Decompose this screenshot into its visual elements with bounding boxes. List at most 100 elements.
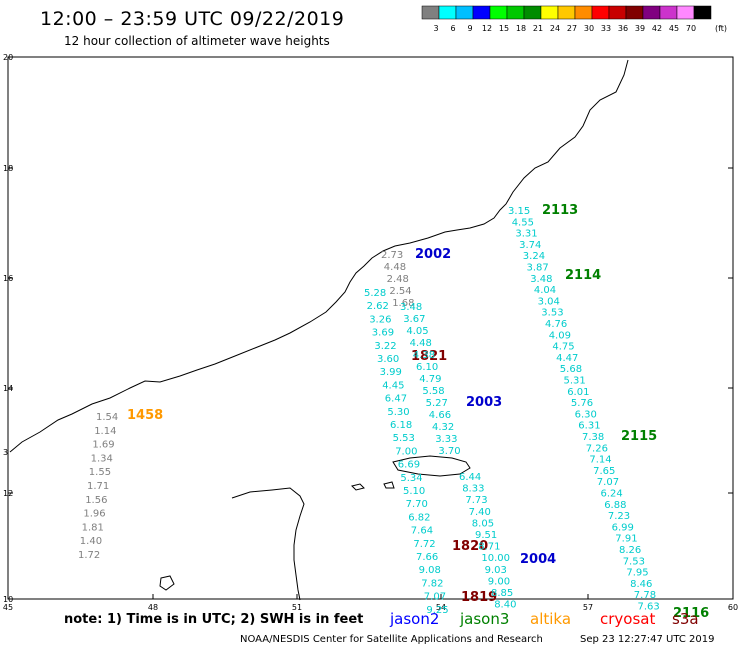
chart-title: 12:00 – 23:59 UTC 09/22/2019 [40,8,345,30]
wave-height-2004: 8.33 [462,484,484,495]
colorbar-tick-label: 27 [567,24,577,33]
wave-height-2113: 6.24 [601,489,623,500]
wave-height-2002b: 7.07 [424,592,446,603]
colorbar-tick-label: 45 [669,24,679,33]
legend-item-altika: altika [530,610,572,628]
wave-height-2004: 8.71 [478,542,500,553]
wave-height-2002b: 7.70 [406,499,428,510]
wave-height-2004: 8.40 [494,600,516,611]
wave-height-2113: 4.47 [556,353,578,364]
pass-label: 1458 [127,408,163,423]
wave-height-2002b: 3.99 [380,367,402,378]
colorbar-tick-label: 70 [686,24,696,33]
colorbar: 3 6 9 12 15 18 21 24 27 30 33 36 39 42 45 70 (ft) [421,5,727,33]
wave-height-2113: 7.07 [597,477,619,488]
legend-item-jason2: jason2 [390,610,440,628]
wave-height-1821: 6.10 [416,362,438,373]
wave-height-2113: 5.76 [571,398,593,409]
wave-height-2113: 7.14 [589,455,611,466]
wave-height-2002b: 6.69 [398,460,420,471]
colorbar-swatch [693,5,712,20]
wave-height-2004: 9.03 [485,565,507,576]
pass-label: 1820 [452,539,488,554]
wave-height-2002a: 4.48 [384,262,406,273]
wave-height-1821: 5.27 [426,398,448,409]
wave-height-2113: 3.87 [527,263,549,274]
wave-height-1821: 4.05 [406,326,428,337]
legend-item-jason3: jason3 [460,610,510,628]
pass-label: 1821 [411,349,447,364]
pass-label: 2114 [565,268,601,283]
wave-height-1821: 4.48 [410,338,432,349]
wave-height-2113: 7.65 [593,466,615,477]
wave-height-2004: 9.51 [475,530,497,541]
wave-height-1458: 1.55 [89,467,111,478]
wave-height-2002a: 2.73 [381,250,403,261]
wave-height-2002b: 7.72 [413,539,435,550]
colorbar-tick-label: 21 [533,24,543,33]
colorbar-tick-label: 30 [584,24,594,33]
legend-item-s3a: s3a [672,610,699,628]
wave-height-2113: 7.23 [608,511,630,522]
island-small-2 [383,481,395,489]
island-small-3 [159,575,175,591]
wave-height-2113: 5.31 [564,376,586,387]
colorbar-tick-label: 39 [635,24,645,33]
wave-height-2113: 8.46 [630,579,652,590]
colorbar-tick-label: 42 [652,24,662,33]
wave-height-1821: 4.32 [432,422,454,433]
wave-height-1458: 1.34 [91,453,113,464]
wave-height-2113: 7.95 [626,568,648,579]
wave-height-2113: 3.31 [515,229,537,240]
wave-height-2113: 7.53 [623,556,645,567]
wave-height-1821: 3.33 [435,434,457,445]
pass-label: 2002 [415,247,451,262]
wave-height-1458: 1.54 [96,412,118,423]
colorbar-tick-label: 15 [499,24,509,33]
wave-height-2002b: 5.28 [364,288,386,299]
wave-height-2113: 6.31 [578,421,600,432]
wave-height-2002b: 9.08 [419,565,441,576]
colorbar-tick-label: 3 [433,24,438,33]
wave-height-1821: 3.70 [438,446,460,457]
wave-height-2113: 7.91 [615,534,637,545]
wave-height-1458: 1.81 [82,522,104,533]
wave-height-2113: 6.99 [612,522,634,533]
wave-height-2113: 3.53 [541,308,563,319]
wave-height-2113: 6.88 [604,500,626,511]
wave-height-2113: 4.04 [534,285,556,296]
colorbar-tick-label: 12 [482,24,492,33]
wave-height-2113: 4.55 [512,217,534,228]
wave-height-2004: 8.05 [472,518,494,529]
wave-height-2002b: 5.10 [403,486,425,497]
wave-height-2002b: 6.47 [385,394,407,405]
lon-tick-label: 57 [583,603,593,612]
wave-height-2002b: 4.45 [382,380,404,391]
wave-height-2002b: 5.53 [393,433,415,444]
lon-tick-label: 60 [728,603,738,612]
wave-height-2113: 3.24 [523,251,545,262]
lon-tick-label: 51 [292,603,302,612]
wave-height-2002b: 9.25 [426,605,448,616]
lon-tick-label: 54 [436,603,446,612]
wave-height-2113: 7.26 [586,443,608,454]
wave-height-2002b: 6.82 [408,512,430,523]
wave-height-2113: 4.09 [549,330,571,341]
footer-timestamp: Sep 23 12:27:47 UTC 2019 [580,634,715,645]
colorbar-tick-label: 33 [601,24,611,33]
wave-height-2113: 8.26 [619,545,641,556]
wave-height-1458: 1.96 [83,509,105,520]
wave-height-2002a: 2.48 [387,274,409,285]
map-frame [7,56,734,600]
colorbar-tick-label: 9 [467,24,472,33]
wave-height-2002b: 2.62 [367,301,389,312]
wave-height-2004: 10.00 [481,553,510,564]
pass-label: 2113 [542,203,578,218]
wave-height-1458: 1.71 [87,481,109,492]
wave-height-2004: 7.40 [469,507,491,518]
pass-label: 1819 [461,590,497,605]
wave-height-2002b: 7.00 [395,446,417,457]
wave-height-2113: 3.15 [508,206,530,217]
wave-height-2004: 7.73 [465,495,487,506]
